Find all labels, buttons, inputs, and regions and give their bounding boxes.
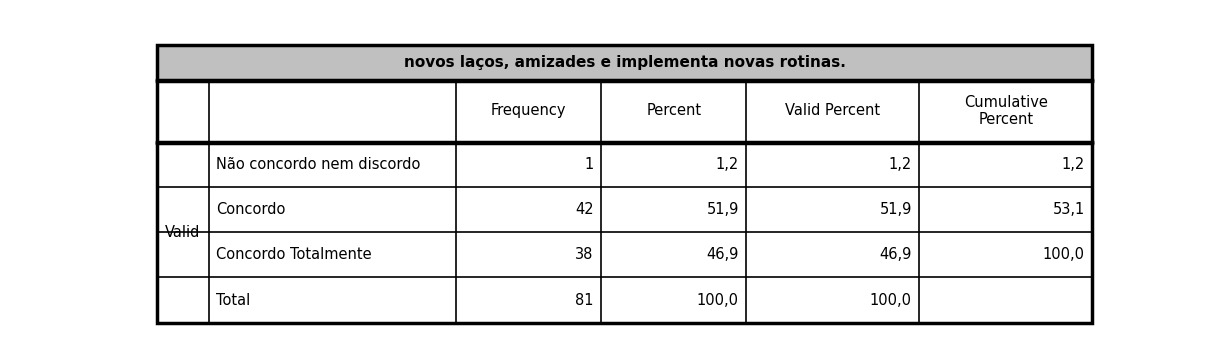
Text: novos laços, amizades e implementa novas rotinas.: novos laços, amizades e implementa novas…: [403, 55, 846, 70]
Text: Concordo Totalmente: Concordo Totalmente: [216, 248, 372, 262]
Bar: [157, 45, 1092, 80]
Text: Percent: Percent: [646, 103, 701, 119]
Text: 100,0: 100,0: [697, 293, 739, 308]
Text: 1: 1: [585, 157, 594, 172]
Text: Frequency: Frequency: [491, 103, 567, 119]
Text: 42: 42: [575, 202, 594, 217]
Text: 81: 81: [575, 293, 594, 308]
Text: 1,2: 1,2: [889, 157, 912, 172]
Text: 100,0: 100,0: [1042, 248, 1085, 262]
Text: 1,2: 1,2: [1062, 157, 1085, 172]
Text: Cumulative
Percent: Cumulative Percent: [964, 95, 1048, 127]
Text: 51,9: 51,9: [706, 202, 739, 217]
Text: 100,0: 100,0: [870, 293, 912, 308]
Text: 38: 38: [575, 248, 594, 262]
Text: Concordo: Concordo: [216, 202, 285, 217]
Text: 46,9: 46,9: [879, 248, 912, 262]
Text: Não concordo nem discordo: Não concordo nem discordo: [216, 157, 421, 172]
Text: 1,2: 1,2: [716, 157, 739, 172]
Text: Valid: Valid: [165, 225, 200, 240]
Text: 53,1: 53,1: [1052, 202, 1085, 217]
Text: Total: Total: [216, 293, 250, 308]
Text: 46,9: 46,9: [706, 248, 739, 262]
Text: 51,9: 51,9: [879, 202, 912, 217]
Text: Valid Percent: Valid Percent: [785, 103, 880, 119]
